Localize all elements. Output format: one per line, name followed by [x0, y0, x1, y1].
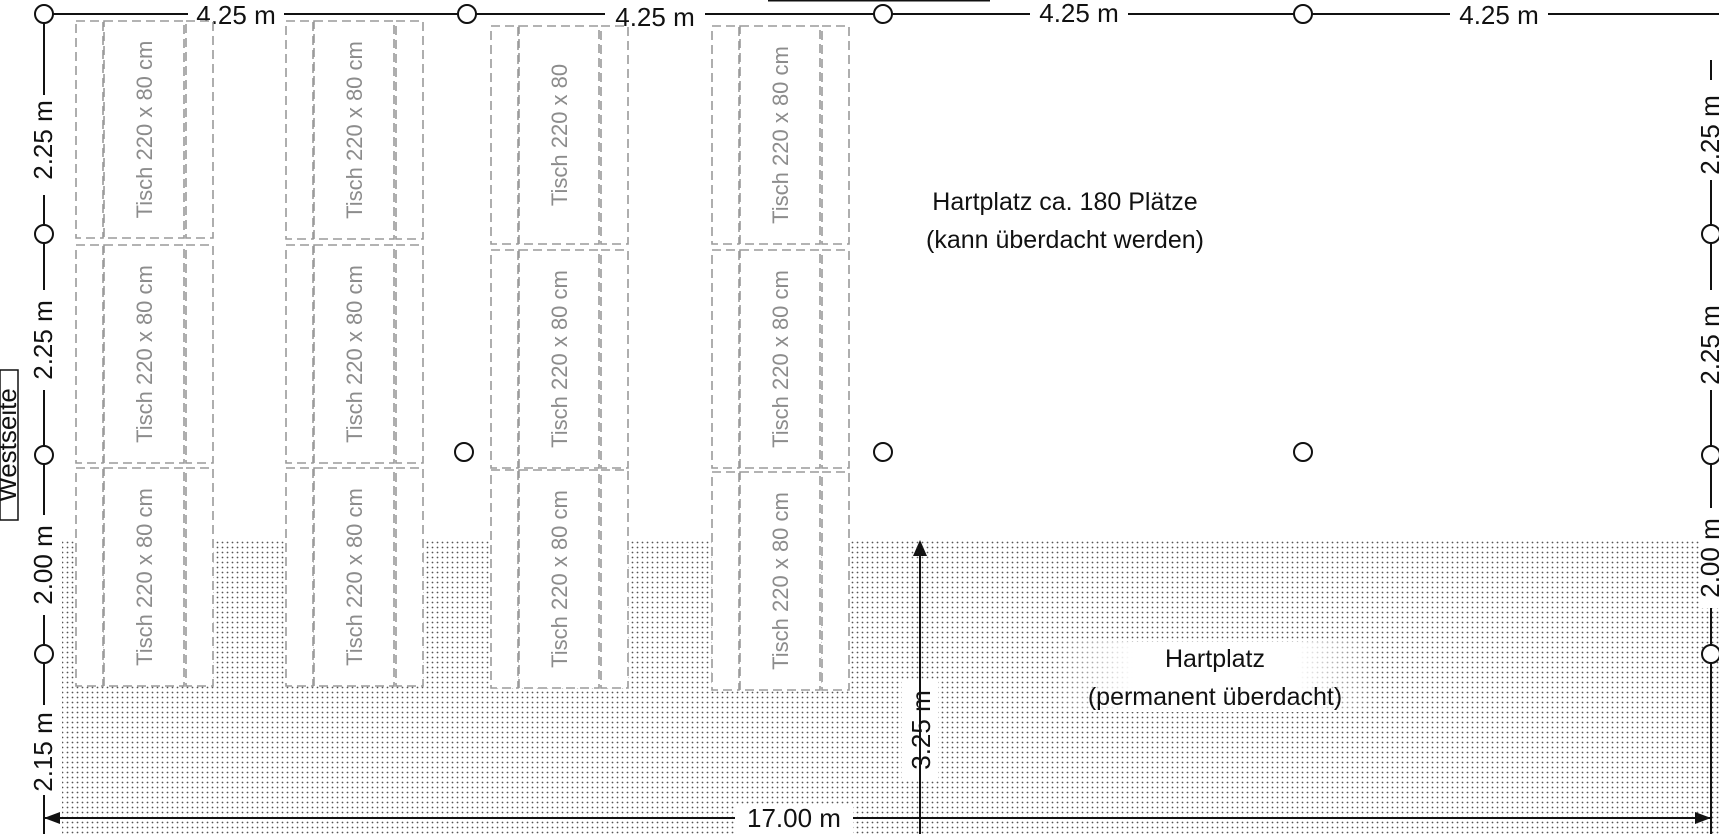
- table-2-3: Tisch 220 x 80 cm: [285, 467, 424, 687]
- dim-left-4: 2.15 m: [28, 712, 58, 792]
- table-top: [313, 244, 395, 464]
- table-2-1: Tisch 220 x 80 cm: [285, 20, 424, 240]
- table-label: Tisch 220 x 80 cm: [547, 490, 572, 668]
- dim-top-4: 4.25 m: [1459, 0, 1539, 30]
- table-label: Tisch 220 x 80 cm: [342, 488, 367, 666]
- table-top: [518, 25, 600, 245]
- table-top: [313, 467, 395, 687]
- table-1-3: Tisch 220 x 80 cm: [75, 467, 214, 687]
- table-4-3: Tisch 220 x 80 cm: [711, 471, 850, 691]
- table-2-2: Tisch 220 x 80 cm: [285, 244, 424, 464]
- open-area-label-line1: Hartplatz ca. 180 Plätze: [932, 188, 1197, 216]
- post-marker: [1293, 442, 1313, 462]
- table-top: [739, 249, 821, 469]
- table-label: Tisch 220 x 80 cm: [132, 265, 157, 443]
- post-marker: [34, 445, 54, 465]
- bench-left: [490, 25, 519, 245]
- tables-layer: Tisch 220 x 80 cm Tisch 220 x 80 cm Tisch …: [75, 20, 850, 691]
- side-label: Westseite: [0, 388, 22, 502]
- dim-right-3: 2.00 m: [1695, 518, 1719, 598]
- table-label: Tisch 220 x 80 cm: [132, 488, 157, 666]
- dim-left-2: 2.25 m: [28, 300, 58, 380]
- post-marker: [34, 224, 54, 244]
- post-marker: [873, 442, 893, 462]
- table-label: Tisch 220 x 80 cm: [342, 41, 367, 219]
- dim-right-1: 2.25 m: [1695, 95, 1719, 175]
- posts-layer: [34, 4, 1719, 664]
- bench-left: [711, 25, 740, 245]
- table-label: Tisch 220 x 80: [547, 64, 572, 206]
- open-area-label-line2: (kann überdacht werden): [926, 226, 1204, 254]
- post-marker: [1701, 224, 1719, 244]
- covered-depth-arrow: [913, 540, 927, 834]
- bench-right: [821, 249, 850, 469]
- bench-left: [285, 244, 314, 464]
- table-1-1: Tisch 220 x 80 cm: [75, 20, 214, 239]
- dim-left-3: 2.00 m: [28, 525, 58, 605]
- bench-left: [75, 20, 104, 239]
- bench-left: [75, 467, 104, 687]
- bench-left: [75, 244, 104, 464]
- table-label: Tisch 220 x 80 cm: [768, 46, 793, 224]
- bench-left: [285, 20, 314, 240]
- table-3-1: Tisch 220 x 80: [490, 25, 629, 245]
- table-top: [313, 20, 395, 240]
- covered-area-label-line2: (permanent überdacht): [1088, 683, 1342, 711]
- bench-right: [185, 20, 214, 239]
- bench-right: [821, 471, 850, 691]
- table-top: [103, 467, 185, 687]
- bench-right: [185, 244, 214, 464]
- table-1-2: Tisch 220 x 80 cm: [75, 244, 214, 464]
- post-marker: [457, 4, 477, 24]
- post-marker: [34, 4, 54, 24]
- table-label: Tisch 220 x 80 cm: [768, 270, 793, 448]
- bench-left: [490, 469, 519, 689]
- table-top: [739, 471, 821, 691]
- covered-area-label-line1: Hartplatz: [1165, 645, 1265, 673]
- bench-right: [185, 467, 214, 687]
- table-4-1: Tisch 220 x 80 cm: [711, 25, 850, 245]
- post-marker: [34, 644, 54, 664]
- post-marker: [873, 4, 893, 24]
- side-label-frame: [0, 369, 19, 521]
- bench-right: [395, 20, 424, 240]
- total-width-arrow: [44, 812, 1711, 824]
- bench-right: [600, 249, 629, 469]
- bench-left: [490, 249, 519, 469]
- table-label: Tisch 220 x 80 cm: [132, 41, 157, 219]
- table-3-2: Tisch 220 x 80 cm: [490, 249, 629, 469]
- dimension-label-gaps: [28, 0, 1719, 834]
- post-marker: [1701, 445, 1719, 465]
- bench-right: [395, 244, 424, 464]
- table-top: [518, 249, 600, 469]
- table-top: [103, 20, 185, 239]
- bench-left: [711, 471, 740, 691]
- bench-left: [711, 249, 740, 469]
- table-label: Tisch 220 x 80 cm: [547, 270, 572, 448]
- dim-right-2: 2.25 m: [1695, 305, 1719, 385]
- table-top: [739, 25, 821, 245]
- covered-label-background: [1050, 642, 1380, 712]
- bench-right: [821, 25, 850, 245]
- dim-total-width: 17.00 m: [747, 803, 841, 833]
- bench-right: [600, 25, 629, 245]
- post-marker: [1701, 644, 1719, 664]
- dim-covered-depth: 3.25 m: [906, 690, 936, 770]
- table-top: [518, 469, 600, 689]
- table-label: Tisch 220 x 80 cm: [342, 265, 367, 443]
- bench-right: [395, 467, 424, 687]
- dim-top-3: 4.25 m: [1039, 0, 1119, 28]
- table-label: Tisch 220 x 80 cm: [768, 492, 793, 670]
- bench-left: [285, 467, 314, 687]
- post-marker: [1293, 4, 1313, 24]
- bench-right: [600, 469, 629, 689]
- table-top: [103, 244, 185, 464]
- table-4-2: Tisch 220 x 80 cm: [711, 249, 850, 469]
- post-marker: [454, 442, 474, 462]
- table-3-3: Tisch 220 x 80 cm: [490, 469, 629, 689]
- dim-left-1: 2.25 m: [28, 100, 58, 180]
